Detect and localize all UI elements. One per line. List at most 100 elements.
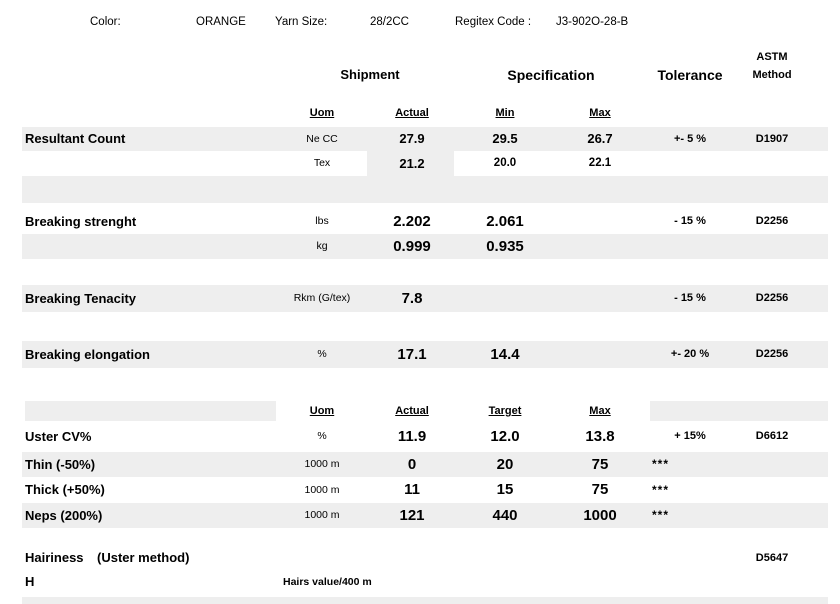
uom-cell: Ne CC (306, 133, 338, 145)
row-label: Uster CV% (25, 429, 92, 444)
uom-cell: % (317, 348, 327, 360)
row-neps: Neps (200%) 1000 m 121 440 1000 *** (0, 503, 840, 528)
actual-value: 0 (407, 456, 417, 473)
max-value: 1000 (583, 507, 617, 524)
tolerance-value: +- 5 % (673, 133, 707, 145)
uom-cell: kg (316, 240, 328, 252)
uom-cell: Hairs value/400 m (283, 576, 372, 588)
row-label: Breaking strenght (25, 214, 137, 229)
uom-cell: Rkm (G/tex) (293, 292, 351, 304)
row-label: H (25, 574, 35, 589)
tolerance-header: Tolerance (657, 67, 723, 83)
uom-cell: 1000 m (304, 484, 340, 496)
actual-value: 21.2 (399, 156, 425, 171)
row-label: Thick (+50%) (25, 482, 105, 497)
actual-value: 11 (404, 481, 420, 498)
actual-column-header: Actual (395, 405, 429, 417)
row-shading (22, 127, 828, 151)
subheader-right-shading (650, 401, 828, 421)
color-label: Color: (90, 16, 121, 28)
actual-value: 27.9 (399, 131, 425, 146)
astm-header-top: ASTM (756, 51, 788, 63)
target-value: 440 (492, 507, 518, 524)
yarn-size-value: 28/2CC (370, 16, 409, 28)
tolerance-asterisks: *** (652, 483, 670, 497)
astm-header-bottom: Method (752, 69, 792, 81)
max-column-header: Max (589, 107, 611, 119)
max-column-header: Max (589, 405, 611, 417)
astm-method-value: D5647 (755, 552, 789, 564)
tolerance-value: + 15% (674, 430, 706, 442)
method-note: (Uster method) (97, 550, 190, 565)
row-shading (22, 285, 828, 312)
specification-header: Specification (507, 67, 595, 83)
row-label: Breaking Tenacity (25, 291, 137, 306)
min-value: 2.061 (486, 213, 524, 230)
row-label: Neps (200%) (25, 508, 103, 523)
actual-value: 17.1 (397, 346, 427, 363)
row-shading (22, 234, 828, 259)
tolerance-value: +- 20 % (670, 348, 710, 360)
row-uster-cv: Uster CV% % 11.9 12.0 13.8 + 15% D6612 (0, 423, 840, 450)
tolerance-value: - 15 % (674, 292, 706, 304)
tolerance-asterisks: *** (652, 457, 670, 471)
info-bar: Color: ORANGE Yarn Size: 28/2CC Regitex … (0, 12, 840, 32)
actual-value: 7.8 (401, 290, 423, 307)
astm-header-line1: ASTM (0, 50, 840, 64)
min-column-header: Min (495, 107, 515, 119)
uom-cell: lbs (315, 215, 329, 227)
uom-column-header: Uom (309, 405, 335, 417)
astm-method-value: D2256 (755, 215, 789, 227)
cell-shading (367, 151, 454, 176)
row-resultant-count-tex: Tex 21.2 20.0 22.1 (0, 151, 840, 176)
row-shading (22, 341, 828, 368)
uom-cell: Tex (313, 157, 331, 169)
uom-column-header: Uom (309, 107, 335, 119)
actual-column-header: Actual (395, 107, 429, 119)
row-shading (22, 452, 828, 477)
row-label: Breaking elongation (25, 347, 150, 362)
row-resultant-count: Resultant Count Ne CC 27.9 29.5 26.7 +- … (0, 127, 840, 151)
astm-method-value: D2256 (755, 348, 789, 360)
subheader-shipment-spec: Uom Actual Min Max (0, 104, 840, 122)
tolerance-asterisks: *** (652, 508, 670, 522)
astm-method-value: D6612 (755, 430, 789, 442)
target-value: 12.0 (490, 428, 520, 445)
max-value: 22.1 (588, 157, 612, 169)
group-header-row: Shipment Specification Tolerance Method (0, 65, 840, 85)
row-label: Resultant Count (25, 131, 126, 146)
row-shading (22, 503, 828, 528)
min-value: 29.5 (492, 131, 518, 146)
color-value: ORANGE (196, 16, 246, 28)
row-breaking-strength: Breaking strenght lbs 2.202 2.061 - 15 %… (0, 209, 840, 234)
target-value: 15 (496, 481, 514, 498)
uom-cell: % (317, 430, 327, 442)
regitex-code-label: Regitex Code : (455, 16, 532, 28)
spacer-shading (22, 176, 828, 203)
bottom-shading (22, 597, 828, 604)
actual-value: 0.999 (393, 238, 431, 255)
subheader-left-shading (25, 401, 276, 421)
min-value: 14.4 (490, 346, 520, 363)
regitex-code-value: J3-902O-28-B (556, 16, 629, 28)
actual-value: 121 (399, 507, 425, 524)
target-column-header: Target (488, 405, 522, 417)
shipment-header: Shipment (340, 67, 400, 82)
max-value: 75 (591, 481, 609, 498)
row-label: Thin (-50%) (25, 457, 96, 472)
tolerance-value: - 15 % (674, 215, 706, 227)
target-value: 20 (496, 456, 514, 473)
max-value: 26.7 (587, 131, 613, 146)
actual-value: 11.9 (397, 428, 427, 445)
max-value: 75 (591, 456, 609, 473)
max-value: 13.8 (585, 428, 615, 445)
subheader-uster: Uom Actual Target Max (0, 401, 840, 421)
row-thin: Thin (-50%) 1000 m 0 20 75 *** (0, 452, 840, 477)
row-hairiness: Hairiness (Uster method) D5647 (0, 546, 840, 570)
row-hairiness-h: H Hairs value/400 m (0, 570, 840, 594)
row-thick: Thick (+50%) 1000 m 11 15 75 *** (0, 477, 840, 503)
row-label: Hairiness (25, 550, 84, 565)
row-breaking-strength-kg: kg 0.999 0.935 (0, 234, 840, 259)
uom-cell: 1000 m (304, 509, 340, 521)
